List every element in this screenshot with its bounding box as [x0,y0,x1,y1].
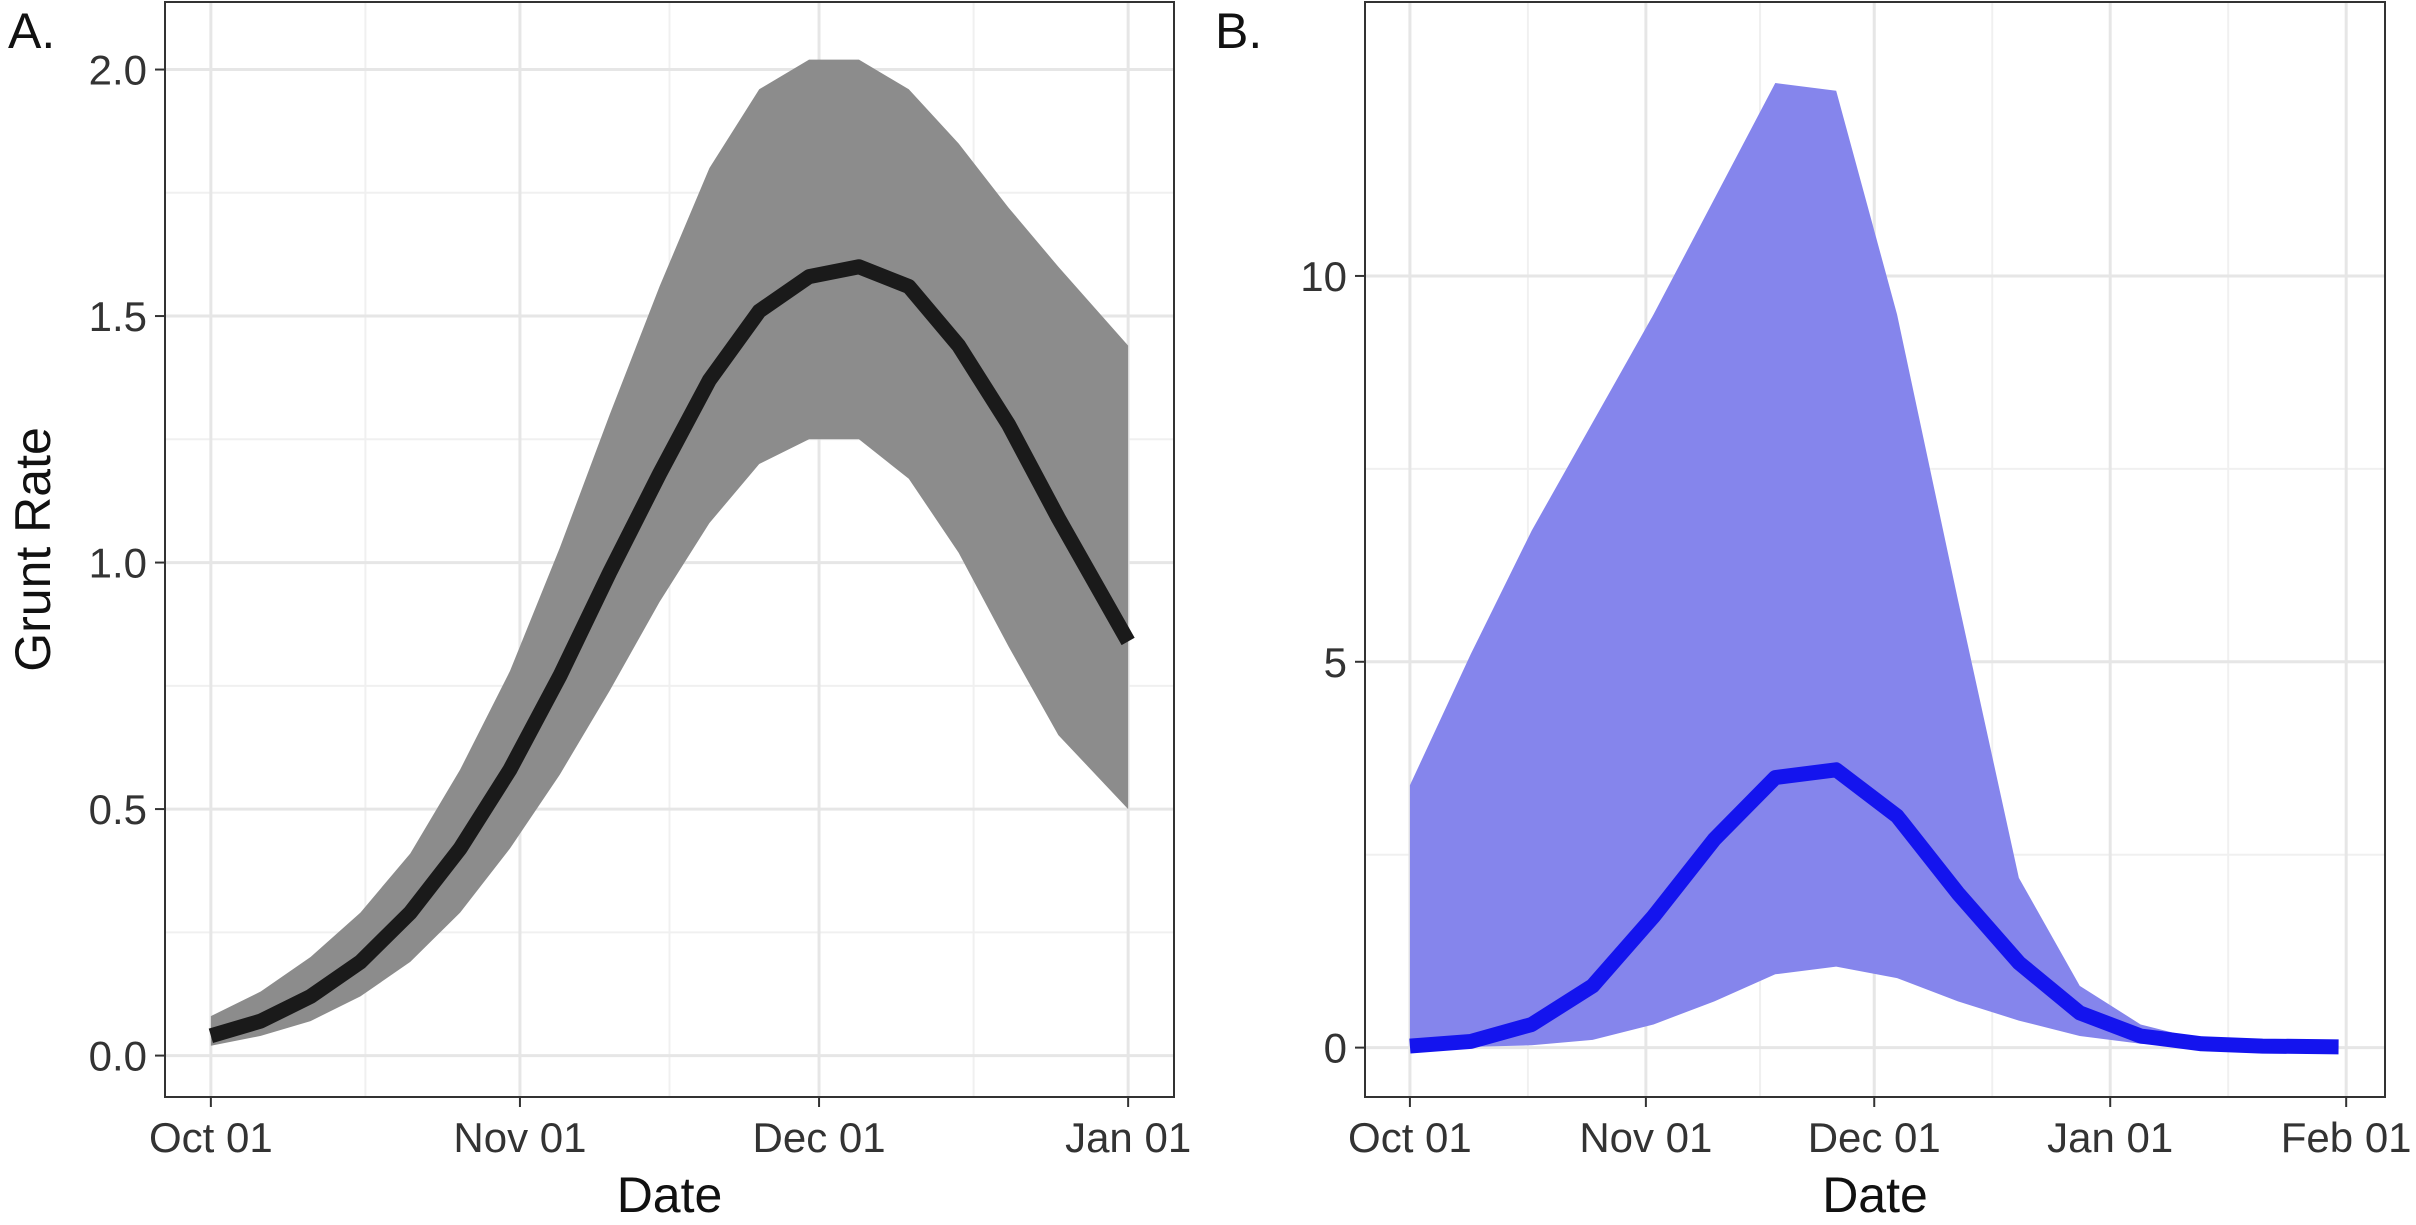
y-tick-label: 1.5 [89,293,147,340]
mean-line [208,259,1135,1044]
x-tick-label: Jan 01 [1065,1114,1191,1161]
x-tick-label: Nov 01 [453,1114,586,1161]
x-tick-label: Feb 01 [2281,1114,2412,1161]
x-tick-label: Oct 01 [1348,1114,1472,1161]
confidence-band [1409,83,2339,1048]
panel-border [164,1,1175,1098]
x-tick-label: Oct 01 [149,1114,273,1161]
y-tick-label: 0.0 [89,1033,147,1080]
y-tick-label: 0 [1324,1025,1347,1072]
y-tick-label: 5 [1324,639,1347,686]
x-axis-title: Date [1822,1167,1928,1223]
panel-label: A. [8,3,55,59]
x-tick-label: Dec 01 [753,1114,886,1161]
x-axis-title: Date [617,1167,723,1223]
panel-label: B. [1215,3,1262,59]
y-tick-label: 1.0 [89,540,147,587]
x-tick-label: Jan 01 [2047,1114,2173,1161]
y-tick-label: 10 [1300,253,1347,300]
mean-line [1409,762,2339,1055]
y-tick-label: 0.5 [89,786,147,833]
y-axis-title: Grunt Rate [5,427,61,672]
confidence-band [210,59,1129,1046]
x-tick-label: Dec 01 [1808,1114,1941,1161]
y-tick-label: 2.0 [89,47,147,94]
panel-border [1364,1,2386,1098]
x-tick-label: Nov 01 [1579,1114,1712,1161]
